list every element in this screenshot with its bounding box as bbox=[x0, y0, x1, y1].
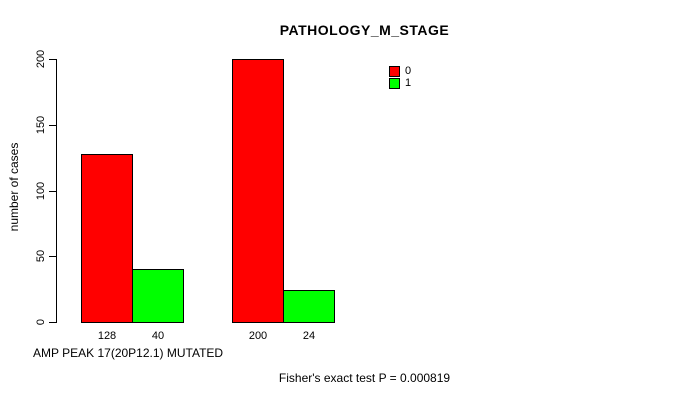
chart-title: PATHOLOGY_M_STAGE bbox=[279, 22, 450, 38]
legend-label: 1 bbox=[405, 77, 412, 89]
y-tick-mark bbox=[49, 191, 56, 192]
y-tick-mark bbox=[49, 125, 56, 126]
legend-row: 0 bbox=[389, 66, 411, 77]
bar-series1-group1 bbox=[283, 290, 335, 323]
legend-swatch bbox=[389, 78, 400, 89]
bar-value-label: 40 bbox=[151, 330, 165, 342]
legend-label: 0 bbox=[405, 65, 412, 77]
y-tick-label: 50 bbox=[35, 249, 47, 263]
bar-value-label: 24 bbox=[302, 330, 316, 342]
y-tick-mark bbox=[49, 322, 56, 323]
legend-swatch bbox=[389, 66, 400, 77]
y-axis-label: number of cases bbox=[7, 142, 21, 232]
y-axis-line bbox=[56, 59, 57, 323]
y-tick-mark bbox=[49, 59, 56, 60]
y-tick-label: 100 bbox=[35, 181, 47, 201]
bar-series0-group0 bbox=[81, 154, 133, 323]
legend-row: 1 bbox=[389, 78, 411, 89]
bar-value-label: 200 bbox=[248, 330, 268, 342]
bar-series1-group0 bbox=[132, 269, 184, 323]
x-axis-label: AMP PEAK 17(20P12.1) MUTATED bbox=[33, 346, 224, 360]
bar-series0-group1 bbox=[232, 59, 284, 323]
y-tick-mark bbox=[49, 256, 56, 257]
y-tick-label: 150 bbox=[35, 115, 47, 135]
y-tick-label: 0 bbox=[35, 318, 47, 326]
y-tick-label: 200 bbox=[35, 49, 47, 69]
pvalue-caption: Fisher's exact test P = 0.000819 bbox=[278, 371, 451, 385]
bar-value-label: 128 bbox=[97, 330, 117, 342]
